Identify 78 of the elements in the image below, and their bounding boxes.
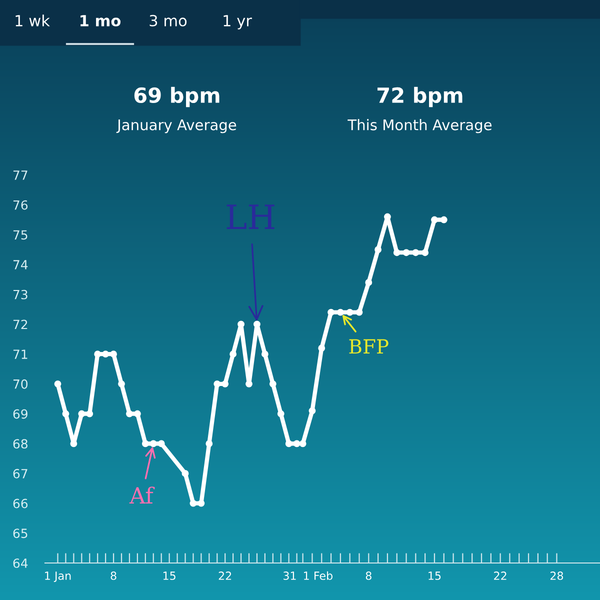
- y-tick-label: 74: [13, 260, 28, 270]
- point: [412, 249, 420, 256]
- point: [328, 308, 335, 316]
- annotation: Af: [129, 486, 155, 504]
- x-tick-label: 1 Feb: [304, 571, 332, 580]
- text: 3 mo: [150, 14, 187, 26]
- x-tick-label: 31: [284, 572, 296, 580]
- point: [54, 380, 62, 388]
- text: 1 mo: [80, 15, 121, 26]
- point: [110, 350, 118, 358]
- point: [206, 440, 213, 448]
- y-tick-label: 67: [13, 468, 28, 478]
- y-tick-label: 76: [13, 200, 28, 210]
- y-tick-label: 65: [13, 528, 28, 538]
- point: [134, 410, 141, 418]
- point: [336, 308, 344, 316]
- point: [402, 249, 410, 256]
- point: [238, 320, 245, 328]
- point: [431, 216, 438, 224]
- chart-title: 72 bpm: [378, 86, 462, 108]
- x-tick-label: 8: [110, 572, 116, 580]
- point: [374, 246, 382, 254]
- point: [253, 320, 260, 328]
- point: [214, 380, 221, 388]
- y-tick-label: 71: [13, 350, 28, 359]
- point: [150, 440, 157, 448]
- point: [308, 407, 316, 414]
- x-tick-label: 1 Jan: [45, 572, 71, 582]
- point: [94, 350, 102, 358]
- point: [318, 344, 326, 352]
- annotation: BFP: [349, 339, 388, 354]
- point: [299, 440, 306, 448]
- point: [158, 440, 165, 448]
- y-tick-label: 72: [13, 320, 28, 329]
- point: [190, 500, 197, 507]
- chart-subtitle: January Average: [116, 120, 236, 134]
- y-tick-label: 75: [13, 230, 28, 240]
- y-tick-label: 66: [13, 498, 28, 508]
- chart-subtitle: This Month Average: [348, 119, 492, 134]
- point: [440, 216, 448, 224]
- point: [246, 380, 252, 388]
- point: [285, 440, 292, 448]
- x-tick-label: 15: [428, 572, 441, 580]
- x-tick-label: 8: [366, 572, 372, 580]
- y-tick-label: 68: [13, 439, 28, 449]
- y-tick-label: 69: [13, 409, 28, 419]
- point: [293, 440, 300, 448]
- x-tick-label: 28: [550, 572, 564, 580]
- point: [198, 500, 205, 507]
- point: [230, 350, 237, 358]
- point: [269, 380, 276, 388]
- x-tick-label: 22: [494, 572, 506, 580]
- point: [393, 249, 400, 256]
- y-tick-label: 73: [13, 290, 28, 300]
- point: [222, 380, 229, 388]
- point: [126, 410, 133, 418]
- x-tick-label: 22: [218, 572, 232, 580]
- text: 1 yr: [224, 15, 252, 30]
- point: [277, 410, 284, 418]
- chart-title: 69 bpm: [134, 86, 220, 108]
- point: [62, 410, 70, 418]
- point: [118, 380, 125, 388]
- text: 1 wk: [16, 14, 50, 26]
- y-tick-label: 70: [13, 379, 28, 389]
- y-tick-label: 77: [13, 170, 28, 180]
- point: [422, 249, 429, 256]
- point: [182, 470, 189, 477]
- point: [261, 350, 268, 358]
- point: [142, 440, 149, 448]
- point: [356, 308, 363, 316]
- point: [70, 440, 78, 448]
- point: [365, 278, 372, 286]
- point: [78, 410, 86, 418]
- point: [346, 308, 354, 316]
- x-tick-label: 15: [163, 572, 176, 580]
- point: [102, 350, 110, 358]
- y-tick-label: 64: [13, 558, 28, 568]
- point: [86, 410, 94, 418]
